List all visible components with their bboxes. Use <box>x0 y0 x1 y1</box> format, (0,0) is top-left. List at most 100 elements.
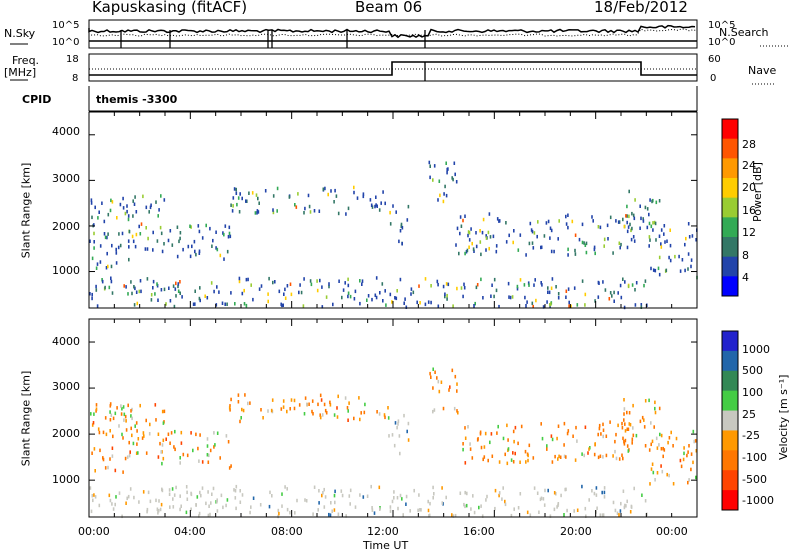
velocity-cell <box>631 437 634 441</box>
power-cell <box>495 288 498 293</box>
velocity-cbar-tick--100: -100 <box>742 451 767 464</box>
power-cell <box>573 286 576 290</box>
power-cell <box>256 211 258 215</box>
power-cell <box>201 236 204 240</box>
power-cell <box>437 198 439 202</box>
power-cell <box>628 214 630 219</box>
power-cell <box>540 281 542 285</box>
velocity-cell <box>172 497 174 501</box>
velocity-cell <box>445 495 447 500</box>
power-cell <box>157 298 159 302</box>
velocity-cell <box>621 453 623 457</box>
velocity-cell <box>646 512 648 517</box>
power-cell <box>626 214 628 218</box>
power-cell <box>308 204 311 209</box>
velocity-cell <box>90 509 93 514</box>
velocity-cbar-swatch <box>722 331 738 352</box>
velocity-cell <box>160 450 162 454</box>
power-cell <box>125 285 127 289</box>
power-cell <box>567 213 569 217</box>
power-cell <box>239 192 241 196</box>
velocity-cell <box>394 421 397 425</box>
power-cell <box>635 281 638 285</box>
power-cell <box>669 228 671 232</box>
power-cell <box>459 231 461 236</box>
velocity-cell <box>612 500 615 505</box>
power-cell <box>418 284 420 288</box>
velocity-cell <box>575 425 577 430</box>
velocity-cell <box>639 419 642 424</box>
velocity-cell <box>464 504 466 509</box>
velocity-cell <box>587 451 589 455</box>
velocity-cell <box>128 440 130 445</box>
velocity-cell <box>161 443 164 447</box>
velocity-cell <box>225 503 227 508</box>
velocity-cell <box>498 460 501 464</box>
power-cell <box>512 240 514 245</box>
power-cell <box>492 234 495 239</box>
velocity-cell <box>393 496 395 500</box>
power-cell <box>629 222 631 227</box>
power-cell <box>272 194 275 198</box>
power-cell <box>335 194 338 198</box>
power-cell <box>666 239 668 243</box>
power-cell <box>468 245 470 249</box>
velocity-cell <box>308 402 310 406</box>
velocity-cell <box>124 456 127 461</box>
power-cell <box>382 299 384 303</box>
velocity-cell <box>286 409 288 414</box>
velocity-cell <box>507 447 510 451</box>
velocity-cell <box>623 440 625 444</box>
velocity-cell <box>125 419 127 423</box>
velocity-cell <box>200 493 202 498</box>
power-cell <box>94 205 96 210</box>
power-cell <box>465 250 468 254</box>
power-cell <box>473 249 475 253</box>
velocity-cell <box>641 493 643 497</box>
power-cell <box>118 232 120 236</box>
power-cell <box>325 295 328 299</box>
power-cell <box>139 232 142 236</box>
power-cell <box>480 277 482 282</box>
power-cell <box>190 225 192 229</box>
power-cell <box>574 248 576 253</box>
velocity-cell <box>286 487 288 491</box>
velocity-cell <box>465 503 468 508</box>
power-cell <box>660 228 663 232</box>
power-cell <box>158 208 160 212</box>
power-cell <box>216 247 219 252</box>
velocity-cell <box>654 410 657 415</box>
power-cell <box>663 232 665 236</box>
velocity-cell <box>650 442 652 447</box>
power-cell <box>93 240 95 244</box>
power-cell <box>467 230 470 234</box>
power-cell <box>318 209 321 213</box>
power-cell <box>189 224 191 228</box>
power-cell <box>468 238 471 242</box>
velocity-cell <box>459 491 462 495</box>
velocity-cell <box>391 433 394 437</box>
velocity-cell <box>149 422 151 427</box>
velocity-cell <box>483 445 486 449</box>
power-cell <box>653 220 656 225</box>
power-cell <box>584 303 586 307</box>
power-cell <box>179 231 182 235</box>
power-cell <box>199 286 201 290</box>
velocity-cell <box>675 436 678 441</box>
velocity-cell <box>429 371 431 376</box>
power-cell <box>152 286 154 290</box>
velocity-cell <box>623 412 625 416</box>
power-cell <box>215 303 218 307</box>
velocity-cell <box>442 406 445 411</box>
velocity-cell <box>497 424 499 429</box>
velocity-cell <box>242 408 245 413</box>
power-cell <box>370 203 373 207</box>
velocity-cell <box>644 444 647 448</box>
velocity-cell <box>632 426 634 430</box>
power-cell <box>511 295 514 299</box>
cpid-value: themis -3300 <box>96 93 178 106</box>
velocity-cell <box>318 489 320 493</box>
velocity-cell <box>420 508 422 512</box>
power-cell <box>252 297 254 302</box>
velocity-cell <box>304 498 306 502</box>
